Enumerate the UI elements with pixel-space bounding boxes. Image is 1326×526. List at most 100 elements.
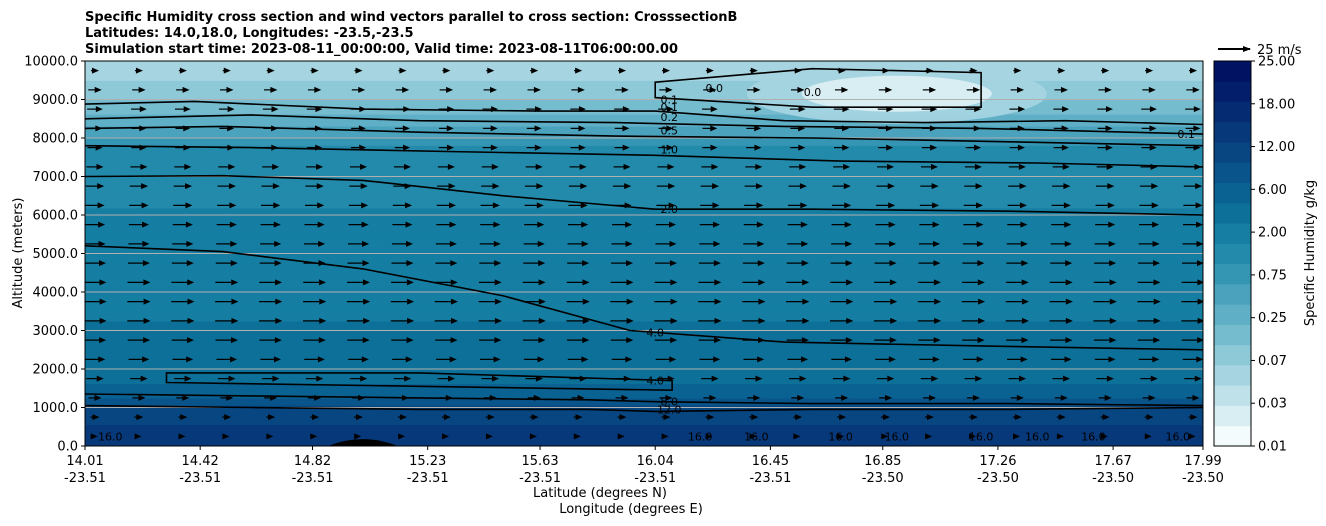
humidity-band [85, 150, 1203, 154]
humidity-band [85, 157, 1203, 161]
wind-vector [479, 240, 501, 247]
wind-vector [918, 337, 941, 344]
wind-vector [524, 221, 545, 228]
wind-vector [259, 317, 283, 324]
humidity-band [85, 73, 1203, 77]
wind-vector [749, 67, 758, 74]
wind-vector [566, 317, 590, 324]
contour-line [85, 144, 1203, 168]
humidity-band [85, 243, 1203, 247]
wind-vector [832, 183, 851, 190]
x-tick-label-lon: -23.51 [64, 471, 106, 486]
wind-vector [703, 86, 717, 93]
wind-vector [919, 221, 940, 228]
wind-vector [346, 317, 371, 324]
wind-vector [875, 356, 896, 363]
wind-vector [659, 394, 673, 401]
colorbar-tick-label: 0.07 [1258, 354, 1287, 369]
humidity-band [85, 258, 1203, 262]
wind-vector [90, 414, 100, 421]
wind-vector [302, 298, 327, 305]
wind-vector [1008, 375, 1027, 382]
humidity-band [85, 289, 1203, 293]
wind-vector [922, 86, 937, 93]
wind-vector [925, 67, 934, 74]
wind-vector [790, 125, 806, 132]
wind-vector [392, 356, 413, 363]
colorbar-swatch [1214, 121, 1251, 143]
wind-vector [523, 356, 545, 363]
wind-vector [698, 260, 721, 267]
colorbar-swatch [1214, 425, 1251, 447]
humidity-band [85, 369, 1203, 373]
wind-vector [1005, 298, 1029, 305]
wind-vector [259, 260, 282, 267]
wind-vector [615, 86, 629, 93]
wind-vector [222, 67, 231, 74]
wind-vector [787, 221, 808, 228]
humidity-band [85, 373, 1203, 377]
humidity-band [85, 443, 1203, 446]
wind-vector [834, 86, 849, 93]
colorbar-swatch [1214, 243, 1251, 265]
wind-vector [347, 260, 370, 267]
x-tick-label-lat: 16.85 [864, 454, 901, 469]
wind-vector [1093, 298, 1117, 305]
wind-vector [347, 279, 370, 286]
y-tick-label: 0.0 [57, 440, 78, 455]
wind-vector [963, 202, 984, 209]
wind-vector [306, 163, 324, 170]
colorbar-tick-label: 2.00 [1258, 226, 1287, 241]
wind-vector [480, 221, 501, 228]
humidity-band [85, 140, 1203, 144]
wind-vector [522, 279, 546, 286]
wind-vector [787, 240, 809, 247]
wind-vector [964, 183, 983, 190]
wind-vector [654, 260, 677, 267]
wind-vector [611, 221, 633, 228]
wind-vector [612, 183, 632, 190]
contour-label: 16.0 [688, 430, 713, 443]
wind-vector [216, 221, 237, 228]
contour-label: 0.2 [661, 111, 679, 124]
humidity-band [85, 181, 1203, 185]
wind-vector [786, 337, 809, 344]
wind-vector [128, 240, 150, 247]
wind-vector [962, 337, 985, 344]
colorbar-swatch [1214, 364, 1251, 386]
wind-vector [962, 240, 984, 247]
y-tick-label: 6000.0 [33, 209, 79, 224]
wind-vector [216, 356, 238, 363]
wind-vector [617, 414, 627, 421]
wind-vector [834, 125, 850, 132]
contour-label: 4.0 [646, 375, 664, 388]
wind-vector [570, 144, 586, 151]
wind-vector [303, 260, 326, 267]
wind-vector [746, 144, 762, 151]
wind-vector [655, 240, 677, 247]
x-tick-label-lat: 14.42 [182, 454, 219, 469]
wind-vector [132, 394, 146, 401]
wind-vector [1183, 202, 1203, 209]
x-tick-label-lon: -23.51 [179, 471, 221, 486]
wind-vector [1137, 317, 1161, 324]
humidity-band [85, 267, 1203, 271]
humidity-band [85, 320, 1203, 324]
wind-vector [1007, 202, 1027, 209]
wind-vector [485, 433, 493, 440]
wind-vector [434, 279, 458, 286]
wind-vector [920, 183, 939, 190]
colorbar-swatch [1214, 223, 1251, 244]
contour-label: 16.0 [744, 430, 769, 443]
wind-vector [877, 144, 894, 151]
wind-vector [395, 125, 410, 132]
wind-vector [1098, 394, 1112, 401]
wind-vector [128, 221, 149, 228]
wind-vector [527, 394, 541, 401]
wind-vector [569, 375, 587, 382]
wind-vector [349, 183, 368, 190]
wind-vector [90, 433, 98, 440]
wind-vector [171, 279, 195, 286]
wind-vector [1185, 125, 1201, 132]
wind-vector [1141, 106, 1157, 113]
